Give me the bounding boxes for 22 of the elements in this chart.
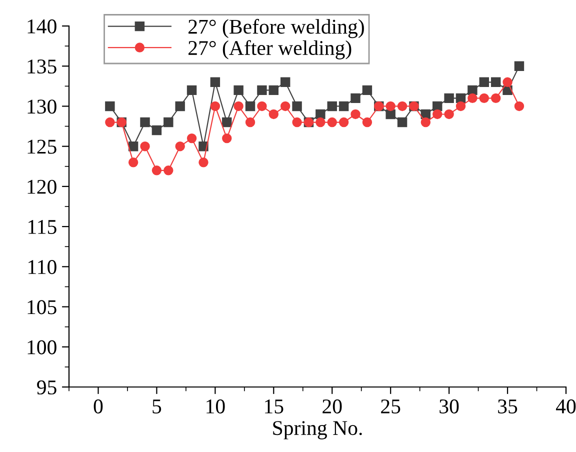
y-tick-label: 130 xyxy=(28,100,56,114)
x-tick-label: 20 xyxy=(322,399,342,414)
x-tick-label: 0 xyxy=(94,399,103,414)
x-tick-label: 30 xyxy=(440,399,459,414)
y-tick-label: 105 xyxy=(28,300,56,314)
x-tick-label: 10 xyxy=(206,399,225,414)
y-tick-label: 110 xyxy=(28,260,56,274)
y-tick-label: 115 xyxy=(28,220,56,234)
y-tick-label: 140 xyxy=(28,19,56,34)
x-axis-title: Spring No. xyxy=(273,421,362,440)
legend-label: 27° (Before welding) xyxy=(188,18,364,38)
x-tick-label: 5 xyxy=(152,400,162,414)
x-tick-label: 25 xyxy=(381,399,400,414)
y-tick-label: 125 xyxy=(28,140,56,154)
y-tick-label: 100 xyxy=(28,340,56,354)
x-tick-label: 35 xyxy=(498,399,518,414)
x-tick-label: 15 xyxy=(265,400,284,414)
y-tick-label: 95 xyxy=(37,380,56,394)
legend-label: 27° (After welding) xyxy=(188,40,352,60)
y-tick-label: 120 xyxy=(28,180,56,194)
x-tick-label: 40 xyxy=(556,399,576,414)
y-tick-label: 135 xyxy=(28,60,56,74)
